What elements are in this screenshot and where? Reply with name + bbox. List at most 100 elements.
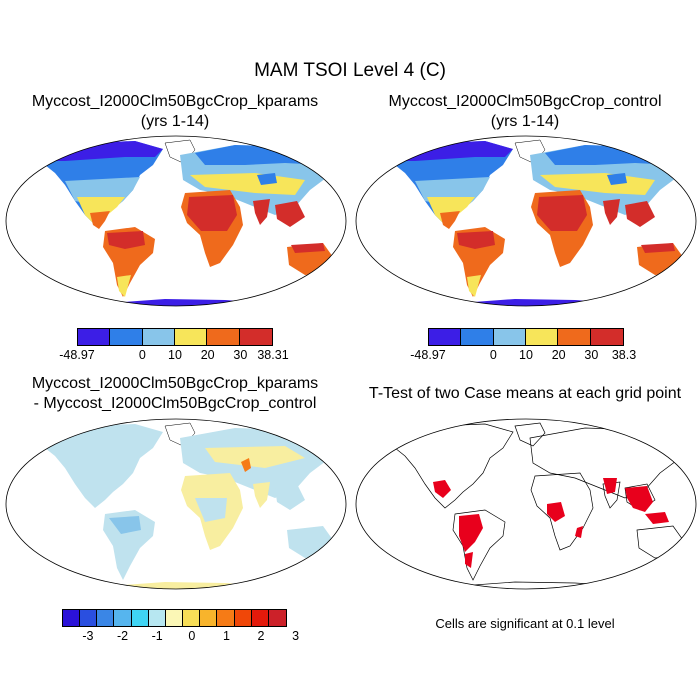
map-border bbox=[355, 135, 697, 307]
tibet-cold bbox=[257, 173, 277, 185]
colorbar-kparams: -48.97 0 10 20 30 38.31 bbox=[59, 328, 289, 362]
panel-title-line1: Myccost_I2000Clm50BgcCrop_control bbox=[388, 93, 662, 110]
colorbar-swatch bbox=[114, 610, 132, 626]
colorbar-labels: -48.97 0 10 20 30 38.31 bbox=[59, 346, 288, 362]
colorbar-label: 2 bbox=[257, 629, 265, 643]
map-control bbox=[355, 135, 697, 307]
tibet-hotspot bbox=[241, 458, 251, 472]
south-america-cool bbox=[109, 516, 141, 534]
map-difference-svg bbox=[5, 418, 347, 590]
eurasia-north bbox=[545, 145, 685, 165]
colorbar-labels: -3 -2 -1 0 1 2 3 bbox=[62, 627, 299, 643]
colorbar-swatches bbox=[62, 609, 287, 627]
map-border bbox=[5, 418, 347, 590]
sig-cells-indonesia bbox=[645, 512, 669, 524]
colorbar-swatch bbox=[200, 610, 218, 626]
colorbar-label: 38.31 bbox=[257, 348, 289, 362]
map-difference bbox=[5, 418, 347, 590]
colorbar-label: 10 bbox=[519, 348, 533, 362]
panel-title-line2: - Myccost_I2000Clm50BgcCrop_control bbox=[33, 395, 317, 412]
colorbar-label: 30 bbox=[233, 348, 248, 362]
south-america-south bbox=[467, 275, 481, 297]
panel-title-control: Myccost_I2000Clm50BgcCrop_control (yrs 1… bbox=[360, 92, 690, 132]
eurasia-warm bbox=[205, 446, 305, 468]
mexico bbox=[90, 211, 110, 229]
colorbar-swatch bbox=[493, 329, 526, 345]
colorbar-swatch bbox=[110, 329, 143, 345]
sig-cells-africa bbox=[547, 502, 565, 522]
colorbar-label: 10 bbox=[168, 348, 182, 362]
south-america-amazon bbox=[107, 231, 145, 249]
colorbar-labels: -48.97 0 10 20 30 38.3 bbox=[410, 346, 636, 362]
colorbar-swatch bbox=[268, 610, 287, 626]
australia-north bbox=[641, 243, 675, 253]
eurasia-mid bbox=[190, 173, 305, 195]
colorbar-swatch bbox=[239, 329, 272, 345]
colorbar-label: -2 bbox=[117, 629, 129, 643]
colorbar-swatch bbox=[148, 610, 166, 626]
colorbar-label: 30 bbox=[584, 348, 599, 362]
southeast-asia bbox=[625, 201, 655, 227]
map-kparams-svg bbox=[5, 135, 347, 307]
australia bbox=[287, 526, 333, 558]
colorbar-label: 0 bbox=[489, 348, 497, 362]
colorbar-swatch bbox=[558, 329, 591, 345]
north-america-south bbox=[77, 197, 125, 225]
panel-title-line1: Myccost_I2000Clm50BgcCrop_kparams bbox=[31, 93, 319, 110]
colorbar-swatch bbox=[525, 329, 559, 345]
colorbar-swatch bbox=[461, 329, 494, 345]
map-ttest bbox=[355, 418, 697, 590]
colorbar-swatch bbox=[590, 329, 623, 345]
eurasia-mid bbox=[540, 173, 655, 195]
sig-cells-southeast-asia bbox=[625, 486, 653, 512]
colorbar-label: -48.97 bbox=[410, 348, 446, 362]
colorbar-swatch bbox=[251, 610, 269, 626]
colorbar-label: 3 bbox=[292, 629, 300, 643]
significance-note: Cells are significant at 0.1 level bbox=[435, 616, 615, 631]
colorbar-label: 38.3 bbox=[611, 348, 637, 362]
panel-title-line2: (yrs 1-14) bbox=[140, 113, 210, 130]
colorbar-label: 0 bbox=[138, 348, 146, 362]
south-america-south bbox=[117, 275, 131, 297]
colorbar-swatch bbox=[80, 610, 98, 626]
colorbar-label: 0 bbox=[188, 629, 196, 643]
sig-cells-south-america bbox=[459, 514, 483, 552]
colorbar-swatch bbox=[217, 610, 235, 626]
africa-central bbox=[187, 195, 237, 231]
colorbar-swatch bbox=[165, 610, 184, 626]
colorbar-swatch bbox=[131, 610, 149, 626]
sig-cells-madagascar bbox=[575, 526, 583, 538]
north-america-south bbox=[427, 197, 475, 225]
africa-cool bbox=[195, 498, 227, 522]
colorbar-swatches bbox=[77, 328, 273, 346]
colorbar-swatch bbox=[142, 329, 175, 345]
india bbox=[253, 482, 270, 508]
map-control-svg bbox=[355, 135, 697, 307]
colorbar-control: -48.97 0 10 20 30 38.3 bbox=[410, 328, 636, 362]
india bbox=[603, 199, 620, 225]
colorbar-swatches bbox=[428, 328, 624, 346]
southeast-asia bbox=[275, 201, 305, 227]
panel-title-line1: T-Test of two Case means at each grid po… bbox=[368, 385, 682, 402]
colorbar-swatch bbox=[97, 610, 115, 626]
figure-title: MAM TSOI Level 4 (C) bbox=[254, 60, 446, 81]
colorbar-swatch bbox=[234, 610, 252, 626]
colorbar-label: -3 bbox=[82, 629, 94, 643]
colorbar-label: 20 bbox=[200, 348, 215, 362]
panel-title-ttest: T-Test of two Case means at each grid po… bbox=[350, 384, 700, 404]
panel-title-difference: Myccost_I2000Clm50BgcCrop_kparams - Mycc… bbox=[10, 374, 340, 414]
india-outline bbox=[602, 481, 621, 509]
sig-cells-south-america-south bbox=[465, 552, 473, 568]
north-america bbox=[45, 424, 163, 508]
sig-cells-india bbox=[603, 478, 617, 494]
africa-outline bbox=[530, 472, 594, 551]
map-border bbox=[5, 135, 347, 307]
map-border bbox=[355, 418, 697, 590]
panel-title-line2: (yrs 1-14) bbox=[490, 113, 560, 130]
southeast-asia bbox=[275, 484, 305, 510]
map-ttest-svg bbox=[355, 418, 697, 590]
eurasia-north bbox=[195, 145, 335, 165]
colorbar-label: -1 bbox=[151, 629, 163, 643]
colorbar-label: 20 bbox=[551, 348, 566, 362]
colorbar-label: 1 bbox=[222, 629, 230, 643]
